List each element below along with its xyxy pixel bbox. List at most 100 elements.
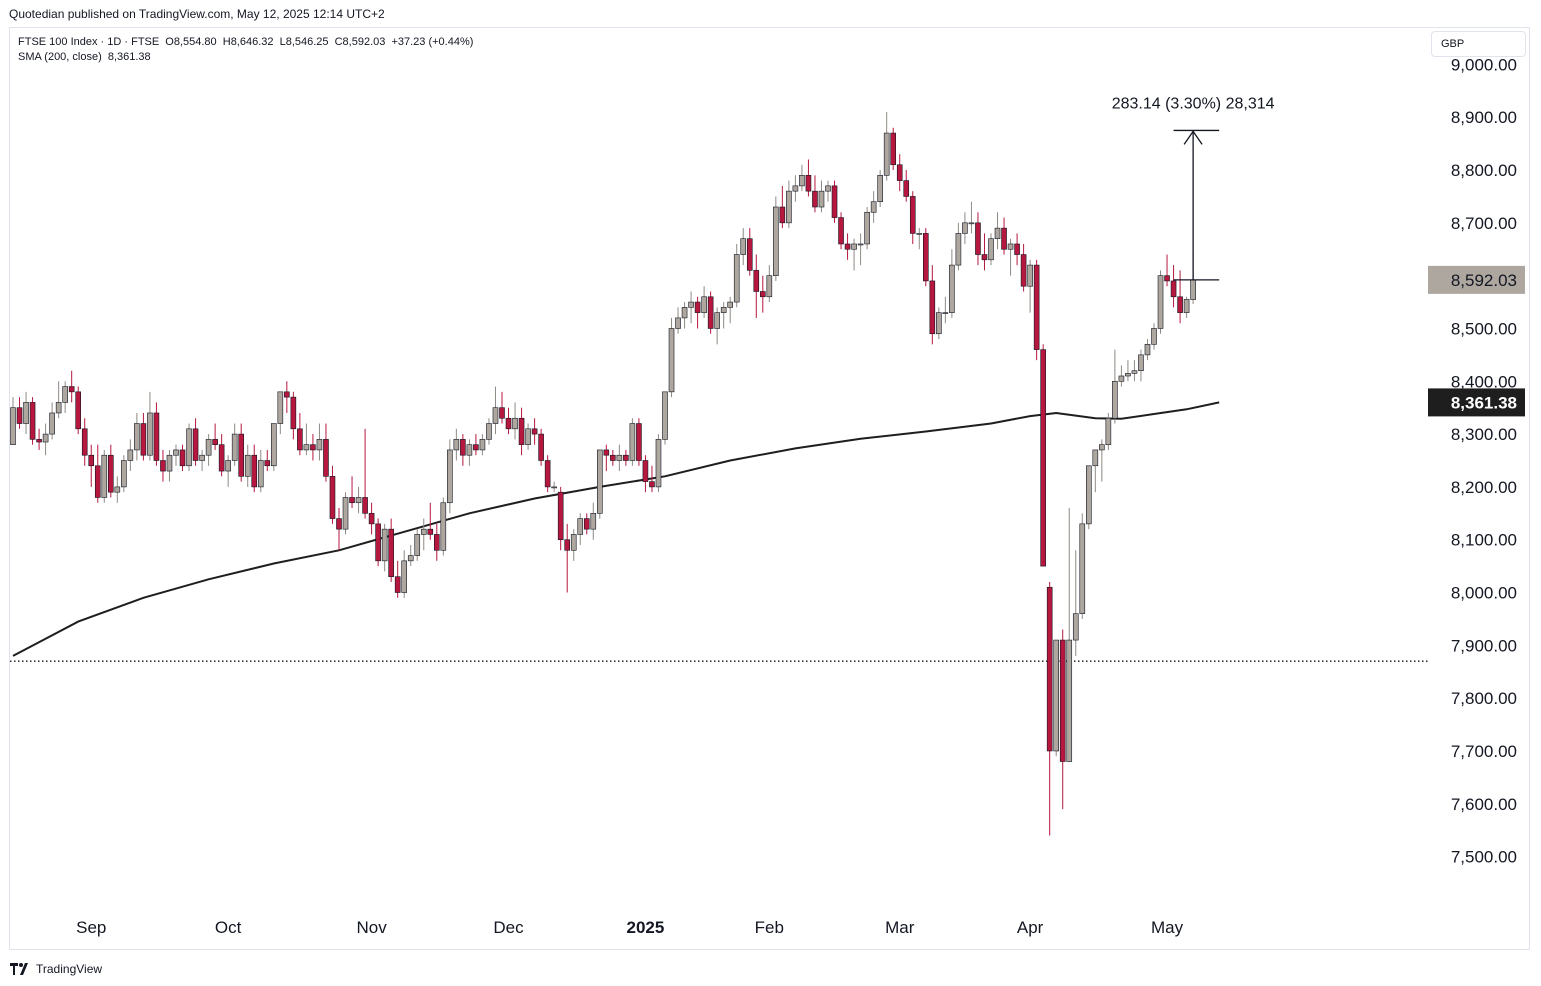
candle-body-down xyxy=(544,460,551,488)
candle-body-down xyxy=(1170,280,1177,298)
candle-body-up xyxy=(342,497,349,530)
y-tick-label: 7,700.00 xyxy=(1451,742,1517,761)
candle-body-up xyxy=(147,412,153,456)
candle xyxy=(512,402,518,440)
candle-body-down xyxy=(922,233,929,282)
candle-body-up xyxy=(629,423,636,461)
candle xyxy=(492,386,499,435)
candle-body-up xyxy=(740,238,747,255)
candle-body-up xyxy=(316,439,323,451)
candle-body-up xyxy=(1072,613,1079,641)
high-value: 8,646.32 xyxy=(230,36,274,48)
candle xyxy=(388,518,394,582)
candle xyxy=(231,423,238,466)
candle-body-up xyxy=(1138,354,1144,372)
candle xyxy=(505,407,512,435)
candle xyxy=(962,212,968,244)
candle xyxy=(1059,629,1066,810)
y-tick-label: 8,000.00 xyxy=(1451,584,1517,603)
candle-body-up xyxy=(988,238,994,261)
candle xyxy=(649,465,655,493)
candle xyxy=(701,286,707,318)
candle-body-down xyxy=(368,513,375,525)
candle xyxy=(636,418,642,466)
candle xyxy=(1177,270,1183,324)
candle xyxy=(1040,344,1046,567)
candle xyxy=(205,434,212,466)
candle-body-up xyxy=(577,518,584,535)
candle-body-up xyxy=(955,233,962,266)
candle-body-down xyxy=(388,528,394,577)
candle-body-down xyxy=(251,454,258,488)
candle xyxy=(121,455,127,493)
candle-body-up xyxy=(1099,444,1105,451)
candle-body-down xyxy=(694,301,701,313)
candle-body-down xyxy=(362,497,368,514)
candle-body-up xyxy=(401,560,408,593)
candle-body-down xyxy=(16,407,23,424)
candle xyxy=(1020,243,1027,292)
candle-body-down xyxy=(844,243,851,250)
candle-body-up xyxy=(101,454,108,498)
candle-body-up xyxy=(662,391,668,440)
candle-body-up xyxy=(681,307,688,319)
candle-body-up xyxy=(727,301,734,308)
y-tick-label: 8,700.00 xyxy=(1451,214,1517,233)
candle-body-down xyxy=(636,423,642,461)
low-label: L xyxy=(279,36,286,48)
change-value: +37.23 (+0.44%) xyxy=(391,36,474,48)
x-tick-label: Dec xyxy=(493,918,524,937)
candle-body-up xyxy=(942,312,949,314)
candle xyxy=(68,370,75,403)
candle-body-down xyxy=(284,391,290,398)
candle xyxy=(1157,270,1164,334)
chart-legend: FTSE 100 Index · 1D · FTSE O8,554.80 H8,… xyxy=(18,35,473,65)
candle-body-down xyxy=(329,476,336,519)
candle xyxy=(140,412,147,461)
candle-body-down xyxy=(1177,296,1183,313)
candle-body-down xyxy=(218,444,225,472)
candle xyxy=(134,412,140,461)
candle xyxy=(153,402,160,466)
candle xyxy=(1183,296,1190,318)
candle xyxy=(740,228,747,266)
candle xyxy=(1151,323,1157,350)
currency-selector[interactable]: GBP xyxy=(1431,31,1526,57)
candle xyxy=(642,455,649,493)
candle-body-up xyxy=(257,460,264,488)
candle xyxy=(857,233,864,266)
candle xyxy=(1086,465,1092,530)
candle xyxy=(766,265,773,303)
candle xyxy=(1079,513,1086,619)
candle xyxy=(257,449,264,493)
candle xyxy=(381,523,388,572)
candle-body-up xyxy=(42,433,49,443)
candle xyxy=(88,444,95,487)
last-price-badge xyxy=(1428,265,1525,294)
candle xyxy=(864,207,870,250)
candle xyxy=(62,381,68,413)
candle-body-down xyxy=(375,523,381,562)
candle xyxy=(1007,238,1014,276)
candle-body-up xyxy=(1079,523,1086,614)
y-tick-label: 8,500.00 xyxy=(1451,319,1517,338)
candle-body-up xyxy=(1131,370,1138,374)
candle xyxy=(244,444,251,487)
candle-body-up xyxy=(1183,299,1190,313)
candle xyxy=(538,428,544,466)
candle xyxy=(270,423,277,472)
candle-body-down xyxy=(290,396,297,430)
candle xyxy=(662,391,668,445)
candle xyxy=(1053,639,1059,757)
candle xyxy=(108,444,114,498)
candle-body-down xyxy=(1059,639,1066,762)
candle-body-up xyxy=(525,428,531,445)
candle-body-up xyxy=(870,201,877,213)
candle xyxy=(590,502,597,540)
y-tick-label: 9,000.00 xyxy=(1451,55,1517,74)
candle xyxy=(166,449,173,482)
candle xyxy=(975,212,981,266)
candle-body-down xyxy=(323,439,329,477)
low-value: 8,546.25 xyxy=(285,36,329,48)
